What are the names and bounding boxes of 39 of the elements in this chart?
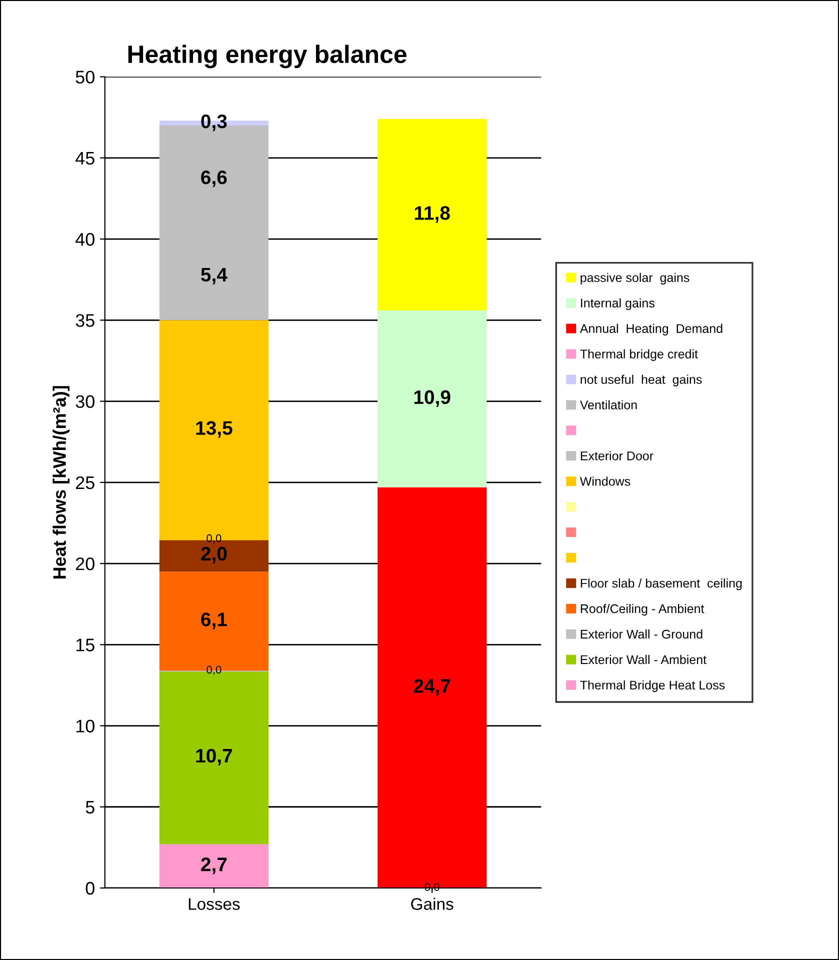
y-tick-label: 50: [76, 70, 94, 84]
legend-label: Roof/Ceiling - Ambient: [580, 604, 704, 616]
legend-label: Internal gains: [581, 298, 654, 310]
legend-label: Floor slab / basement ceiling: [580, 578, 742, 590]
data-label: 10,9: [414, 390, 450, 407]
legend-label: Annual Heating Demand: [580, 324, 722, 336]
legend-label: Exterior Wall - Ground: [580, 629, 702, 639]
y-tick-label: 40: [75, 232, 94, 246]
y-tick-label: 30: [76, 395, 94, 408]
y-tick-label: 5: [86, 801, 94, 814]
legend-label: Exterior Wall - Ambient: [580, 654, 706, 664]
legend-label: Windows: [580, 476, 630, 486]
chart-title: Heating energy balance: [128, 44, 406, 68]
y-tick-label: 0: [86, 882, 94, 895]
y-tick-label: 45: [75, 152, 94, 165]
data-label: 11,8: [414, 206, 450, 223]
y-tick-label: 20: [76, 557, 94, 570]
data-label: 24,7: [414, 679, 450, 696]
y-tick-label: 25: [76, 476, 94, 490]
legend-label: passive solar gains: [580, 272, 690, 285]
x-tick-label: Gains: [411, 898, 454, 910]
legend-label: Thermal bridge credit: [580, 349, 698, 361]
data-label: 6,1: [201, 612, 227, 630]
y-tick-label: 35: [76, 314, 94, 327]
legend-label: Exterior Door: [580, 451, 654, 460]
y-tick-label: 10: [76, 720, 94, 732]
y-axis-title: Heat flows [kWh/(m²a)]: [52, 386, 70, 578]
data-label: 10,7: [196, 748, 232, 766]
data-label: 0,3: [201, 114, 227, 132]
legend-label: Ventilation: [580, 400, 637, 410]
legend-label: Thermal Bridge Heat Loss: [580, 680, 725, 692]
x-tick-label: Losses: [188, 898, 240, 910]
data-label: 6,6: [201, 170, 227, 188]
y-tick-label: 15: [76, 638, 94, 652]
data-label: 5,4: [201, 268, 228, 284]
data-label: 2,0: [201, 546, 227, 564]
data-label: 13,5: [196, 421, 232, 438]
legend-label: not useful heat gains: [580, 374, 702, 386]
data-label: 2,7: [201, 858, 227, 874]
